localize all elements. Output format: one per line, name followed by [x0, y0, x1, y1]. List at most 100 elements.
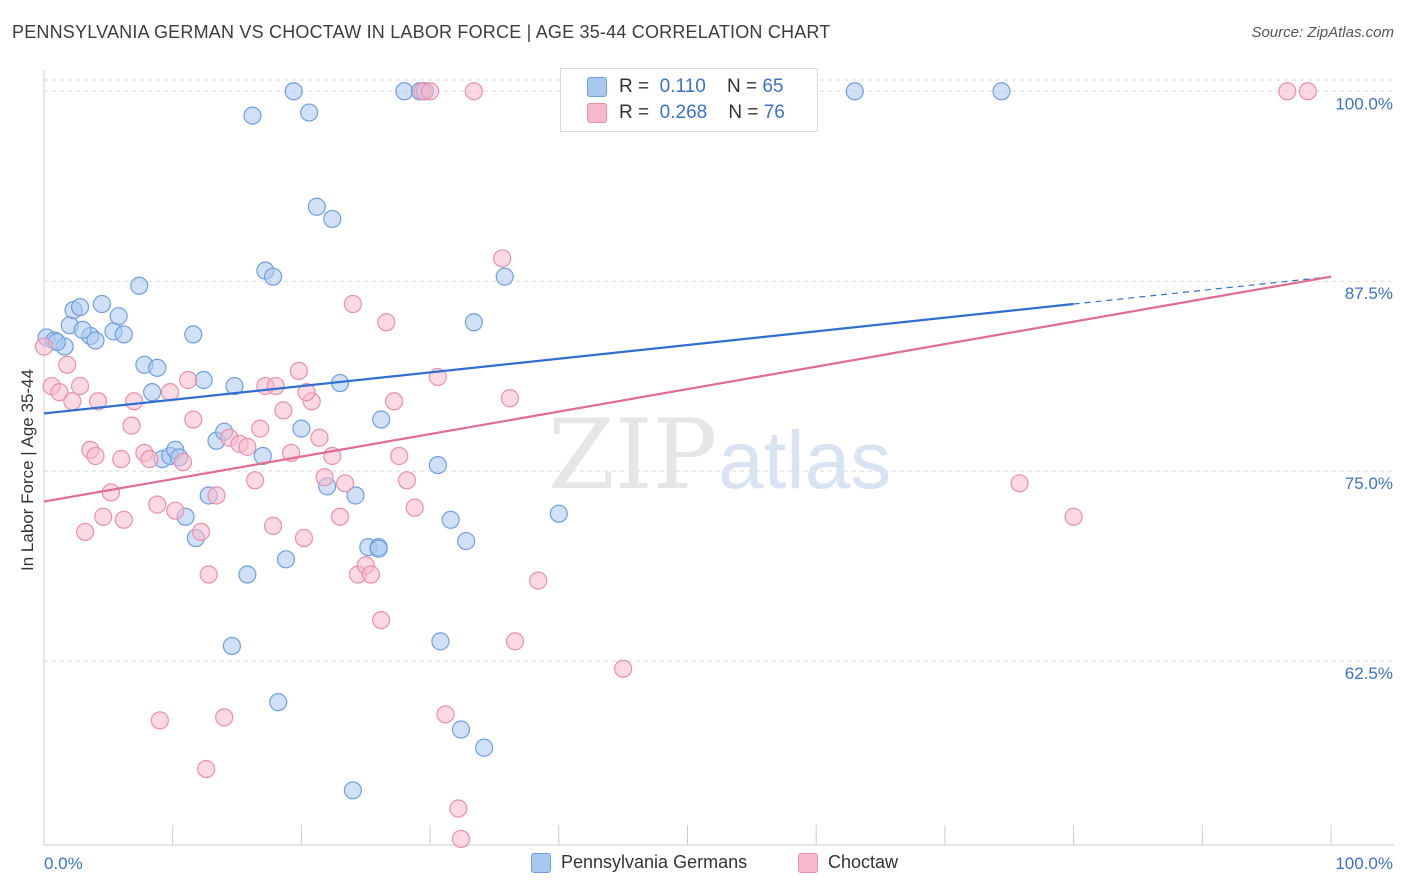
data-point-pennsylvania-german	[428, 455, 447, 475]
data-point-choctaw	[1278, 82, 1297, 101]
data-point-choctaw	[94, 507, 113, 526]
data-point-pennsylvania-german	[86, 331, 105, 350]
data-point-pennsylvania-german	[148, 358, 167, 377]
watermark: ZIP atlas	[548, 399, 891, 511]
data-point-choctaw	[384, 392, 404, 411]
data-point-choctaw	[34, 337, 54, 356]
source-note: Source: ZipAtlas.com	[1251, 24, 1394, 41]
data-point-pennsylvania-german	[73, 320, 92, 339]
y-axis-label-wrap: In Labor Force | Age 35-44	[18, 369, 38, 571]
data-point-choctaw	[1298, 82, 1317, 101]
data-point-pennsylvania-german	[109, 307, 128, 326]
data-point-pennsylvania-german	[549, 504, 568, 523]
bottom-legend-swatch-blue	[531, 852, 551, 873]
watermark-zip: ZIP	[548, 399, 717, 511]
trend-line-pennsylvania-german	[43, 302, 1074, 415]
bottom-legend-choctaw: Choctaw	[798, 852, 898, 873]
data-point-choctaw	[173, 452, 193, 472]
data-point-pennsylvania-german	[441, 510, 460, 529]
data-point-choctaw	[361, 565, 380, 584]
data-point-pennsylvania-german	[372, 410, 391, 429]
data-point-choctaw	[101, 483, 121, 502]
data-point-choctaw	[166, 501, 185, 520]
data-point-choctaw	[274, 401, 293, 420]
data-point-choctaw	[405, 498, 424, 517]
data-point-choctaw	[238, 437, 257, 456]
data-point-pennsylvania-german	[431, 632, 450, 651]
legend-r-label: R =	[619, 76, 650, 97]
data-point-choctaw	[263, 516, 283, 535]
legend-n-value-blue: 65	[762, 76, 784, 97]
data-point-choctaw	[505, 632, 525, 651]
data-point-choctaw	[207, 486, 226, 505]
bottom-legend-swatch-pink	[798, 852, 818, 873]
data-point-pennsylvania-german	[276, 550, 296, 569]
data-point-choctaw	[184, 410, 203, 429]
data-point-pennsylvania-german	[194, 370, 213, 390]
legend-n-label: N =	[728, 102, 759, 123]
data-point-pennsylvania-german	[346, 486, 365, 505]
data-point-choctaw	[297, 383, 316, 402]
data-point-choctaw	[251, 419, 270, 438]
data-point-choctaw	[112, 449, 131, 469]
data-point-pennsylvania-german	[495, 267, 514, 286]
y-tick-label: 87.5%	[1345, 284, 1393, 303]
bottom-legend-label-blue: Pennsylvania Germans	[561, 852, 748, 872]
data-point-pennsylvania-german	[300, 103, 319, 122]
data-point-choctaw	[436, 705, 455, 724]
y-axis-label: In Labor Force | Age 35-44	[18, 369, 37, 571]
legend-r-label: R =	[619, 102, 650, 123]
data-point-choctaw	[197, 759, 216, 779]
data-point-choctaw	[266, 376, 285, 396]
data-point-choctaw	[1010, 474, 1029, 493]
data-point-choctaw	[140, 449, 159, 469]
data-point-pennsylvania-german	[395, 82, 414, 101]
data-point-choctaw	[310, 428, 329, 447]
data-point-pennsylvania-german	[243, 106, 262, 125]
data-point-pennsylvania-german	[70, 297, 90, 317]
watermark-atlas: atlas	[718, 415, 891, 506]
data-point-choctaw	[191, 522, 211, 542]
data-point-choctaw	[289, 361, 308, 380]
data-point-choctaw	[294, 528, 314, 548]
data-point-choctaw	[421, 82, 440, 101]
data-point-pennsylvania-german	[143, 383, 162, 402]
legend-r-value-blue: 0.110	[659, 76, 706, 97]
data-point-choctaw	[161, 383, 180, 402]
data-point-choctaw	[343, 294, 362, 314]
data-point-pennsylvania-german	[464, 313, 483, 332]
data-point-choctaw	[150, 711, 169, 730]
data-point-choctaw	[451, 829, 471, 849]
data-point-choctaw	[114, 510, 133, 529]
data-point-choctaw	[614, 659, 633, 678]
chart-title: PENNSYLVANIA GERMAN VS CHOCTAW IN LABOR …	[12, 22, 831, 42]
data-point-choctaw	[76, 522, 95, 542]
data-point-pennsylvania-german	[238, 565, 257, 584]
data-point-choctaw	[397, 471, 417, 490]
data-point-pennsylvania-german	[451, 720, 471, 739]
bottom-legend-pennsylvania-germans: Pennsylvania Germans	[531, 852, 747, 873]
data-point-pennsylvania-german	[130, 276, 149, 295]
data-point-pennsylvania-german	[323, 209, 342, 229]
bottom-legend-label-pink: Choctaw	[828, 852, 899, 872]
x-tick-label-min: 0.0%	[44, 854, 83, 873]
data-point-pennsylvania-german	[292, 419, 311, 438]
y-tick-label: 62.5%	[1345, 664, 1393, 683]
legend-n-value-pink: 76	[763, 102, 785, 123]
data-point-choctaw	[330, 507, 350, 526]
data-point-choctaw	[464, 82, 483, 101]
legend-swatch-blue	[587, 77, 607, 97]
data-point-choctaw	[390, 446, 409, 466]
data-point-choctaw	[315, 468, 334, 487]
data-point-pennsylvania-german	[845, 82, 864, 101]
data-point-choctaw	[377, 313, 396, 332]
data-point-choctaw	[529, 571, 548, 590]
data-point-choctaw	[336, 474, 355, 493]
data-point-pennsylvania-german	[253, 446, 272, 466]
data-point-pennsylvania-german	[307, 197, 326, 216]
data-point-choctaw	[58, 355, 77, 374]
data-point-pennsylvania-german	[284, 82, 303, 101]
data-point-pennsylvania-german	[343, 781, 362, 800]
legend-row-choctaw: R = 0.268 N = 76	[587, 101, 785, 125]
